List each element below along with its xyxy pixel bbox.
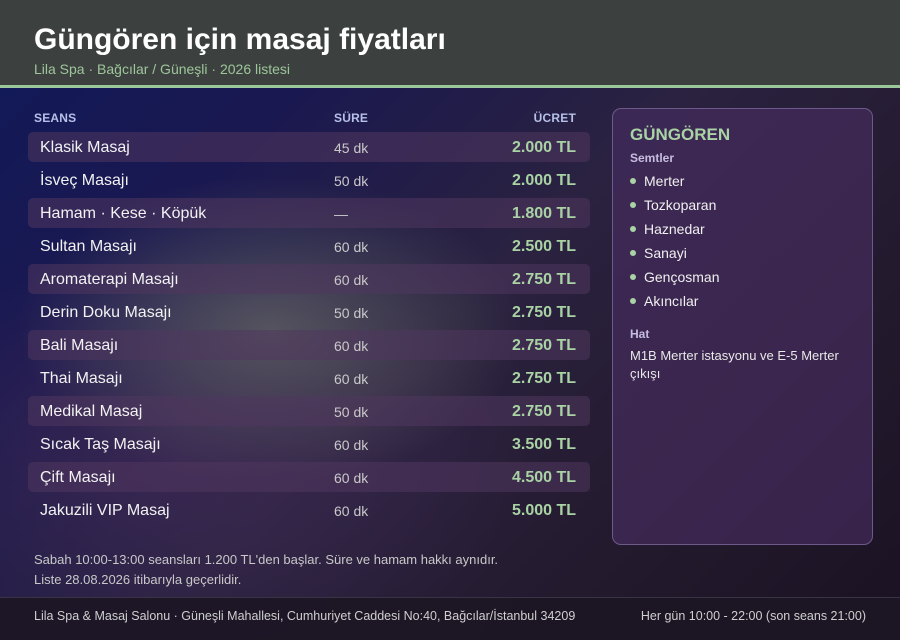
service-price: 4.500 TL [511,469,576,486]
service-duration: 45 dk [334,140,369,156]
service-duration: 50 dk [334,404,369,420]
page-footer: Lila Spa & Masaj Salonu · Güneşli Mahall… [0,597,900,640]
table-row: Thai Masajı 60 dk 2.750 TL [28,363,590,393]
district-name: Merter [644,173,685,189]
district-name: Tozkoparan [644,197,717,213]
service-duration: — [334,206,348,222]
page-header: Güngören için masaj fiyatları Lila Spa ·… [0,0,900,88]
page-subtitle: Lila Spa · Bağcılar / Güneşli · 2026 lis… [34,61,291,77]
service-price: 2.750 TL [511,403,576,420]
service-price: 2.500 TL [511,238,576,255]
page-title: Güngören için masaj fiyatları [34,23,446,56]
service-price: 2.750 TL [511,271,576,288]
service-name: Jakuzili VIP Masaj [40,502,170,519]
service-name: Çift Masajı [40,469,116,486]
footer-hours: Her gün 10:00 - 22:00 (son seans 21:00) [640,609,866,623]
list-item: Haznedar [630,219,855,243]
table-row: Aromaterapi Masajı 60 dk 2.750 TL [28,264,590,294]
validity-note-line: Liste 28.08.2026 itibarıyla geçerlidir. [34,572,242,587]
service-price: 1.800 TL [511,205,576,222]
list-item: Tozkoparan [630,195,855,219]
district-name: Akıncılar [644,293,699,309]
table-row: Çift Masajı 60 dk 4.500 TL [28,462,590,492]
service-name: İsveç Masajı [40,172,129,189]
service-duration: 60 dk [334,272,369,288]
bullet-dot-icon [630,202,636,208]
table-row: Hamam · Kese · Köpük — 1.800 TL [28,198,590,228]
district-info-card: GÜNGÖREN Semtler Merter Tozkoparan Hazne… [612,108,873,545]
footer-address: Lila Spa & Masaj Salonu · Güneşli Mahall… [34,609,576,623]
table-row: Klasik Masaj 45 dk 2.000 TL [28,132,590,162]
service-name: Aromaterapi Masajı [40,271,179,288]
service-name: Bali Masajı [40,337,119,354]
table-row: Sultan Masajı 60 dk 2.500 TL [28,231,590,261]
table-row: Medikal Masaj 50 dk 2.750 TL [28,396,590,426]
service-name: Derin Doku Masajı [40,304,172,321]
service-duration: 60 dk [334,338,369,354]
list-item: Akıncılar [630,291,855,315]
column-header-sure: SÜRE [334,111,369,125]
districts-label: Semtler [630,151,675,165]
service-duration: 50 dk [334,173,369,189]
service-name: Sıcak Taş Masajı [40,436,161,453]
bullet-dot-icon [630,274,636,280]
column-header-seans: SEANS [34,111,77,125]
service-duration: 60 dk [334,239,369,255]
transit-line-text: M1B Merter istasyonu ve E-5 Merter çıkış… [630,348,839,381]
service-price: 2.750 TL [511,370,576,387]
service-price: 3.500 TL [511,436,576,453]
table-row: Sıcak Taş Masajı 60 dk 3.500 TL [28,429,590,459]
table-row: İsveç Masajı 50 dk 2.000 TL [28,165,590,195]
service-price: 2.000 TL [511,172,576,189]
price-table: Klasik Masaj 45 dk 2.000 TL İsveç Masajı… [28,132,590,528]
bullet-dot-icon [630,226,636,232]
district-name: Sanayi [644,245,687,261]
district-name: Haznedar [644,221,705,237]
service-duration: 60 dk [334,503,369,519]
district-title: GÜNGÖREN [630,125,731,144]
list-item: Gençosman [630,267,855,291]
service-price: 5.000 TL [511,502,576,519]
table-row: Jakuzili VIP Masaj 60 dk 5.000 TL [28,495,590,525]
district-name: Gençosman [644,269,720,285]
table-row: Bali Masajı 60 dk 2.750 TL [28,330,590,360]
service-name: Hamam · Kese · Köpük [40,205,207,222]
column-header-ucret: ÜCRET [533,111,576,125]
district-list: Merter Tozkoparan Haznedar Sanayi Genços… [630,171,855,315]
price-note-line: Sabah 10:00-13:00 seansları 1.200 TL'den… [34,552,499,567]
price-table-header: SEANS SÜRE ÜCRET [28,111,590,127]
service-duration: 60 dk [334,437,369,453]
service-name: Klasik Masaj [40,139,130,156]
service-duration: 60 dk [334,371,369,387]
service-price: 2.750 TL [511,337,576,354]
list-item: Sanayi [630,243,855,267]
service-name: Thai Masajı [40,370,123,387]
service-name: Medikal Masaj [40,403,143,420]
bullet-dot-icon [630,250,636,256]
service-duration: 60 dk [334,470,369,486]
service-duration: 50 dk [334,305,369,321]
bullet-dot-icon [630,298,636,304]
service-price: 2.750 TL [511,304,576,321]
table-row: Derin Doku Masajı 50 dk 2.750 TL [28,297,590,327]
list-item: Merter [630,171,855,195]
service-name: Sultan Masajı [40,238,137,255]
service-price: 2.000 TL [511,139,576,156]
price-note: Sabah 10:00-13:00 seansları 1.200 TL'den… [34,550,594,590]
line-label: Hat [630,327,650,341]
bullet-dot-icon [630,178,636,184]
